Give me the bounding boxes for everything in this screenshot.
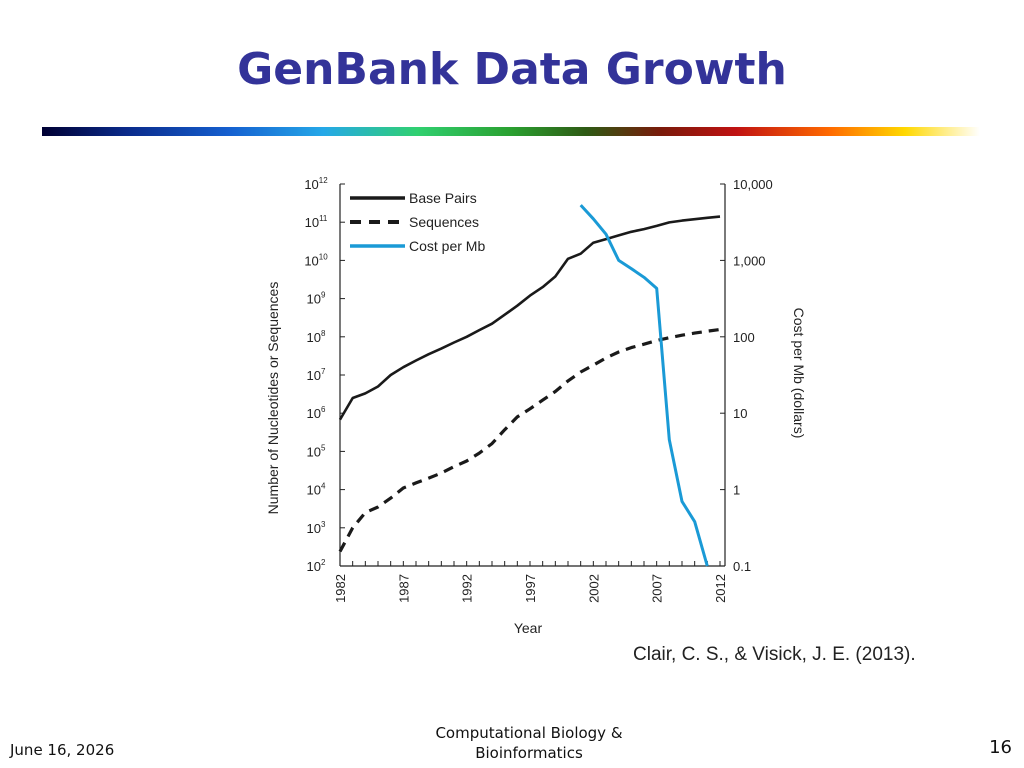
footer-course-title: Computational Biology & Bioinformatics [414,723,644,763]
genbank-chart: 102 103 104 105 106 107 108 109 1010 1011 1012 10,0… [262,168,810,638]
chart-svg: 102 103 104 105 106 107 108 109 1010 1011 1012 10,0… [265,176,807,636]
y-left-tick-label: 105 [307,443,326,459]
y-axis-right-label: Cost per Mb (dollars) [791,308,807,439]
x-tick-label: 1992 [460,574,475,603]
y-left-tick-label: 102 [307,558,326,574]
y-left-tick-label: 108 [307,329,326,345]
y-right-tick-label: 1,000 [733,253,766,268]
slide-title: GenBank Data Growth [237,44,787,95]
y-left-tick-label: 104 [307,482,326,498]
series-sequences [338,327,721,553]
x-tick-label: 2007 [650,574,665,603]
x-tick-label: 2002 [586,574,601,603]
y-left-tick-label: 1011 [305,214,328,230]
series-cost-per-mb [579,204,709,567]
y-left-tick-label: 109 [307,291,326,307]
x-tick-label: 1987 [396,574,411,603]
title-underline-bar [42,127,980,136]
x-tick-label: 1982 [333,574,348,603]
y-left-tick-label: 1010 [304,252,328,268]
legend-label-sequences: Sequences [409,214,479,230]
x-tick-label: 1997 [523,574,538,603]
page-number: 16 [989,737,1012,758]
lines-layer [338,204,721,567]
y-left-tick-label: 106 [307,405,326,421]
legend-label-base-pairs: Base Pairs [409,190,477,206]
footer-course-line-2: Bioinformatics [475,744,583,762]
x-tick-label: 2012 [713,574,728,603]
legend-label-cost-per-mb: Cost per Mb [409,238,485,254]
y-right-tick-label: 100 [733,330,755,345]
y-left-tick-label: 103 [307,520,326,536]
y-right-tick-label: 0.1 [733,559,751,574]
axes-layer: 102 103 104 105 106 107 108 109 1010 1011 1012 10,0… [304,176,772,603]
x-axis-label: Year [514,620,543,636]
y-axis-left-label: Number of Nucleotides or Sequences [265,282,281,515]
footer-date: June 16, 2026 [10,741,115,759]
y-left-tick-label: 107 [307,367,326,383]
citation: Clair, C. S., & Visick, J. E. (2013). [633,644,916,665]
footer-course-line-1: Computational Biology & [435,724,623,742]
legend: Base Pairs Sequences Cost per Mb [350,190,485,254]
y-right-tick-label: 10 [733,406,747,421]
y-left-tick-label: 1012 [304,176,328,192]
y-right-tick-label: 10,000 [733,177,773,192]
series-base-pairs [338,215,721,421]
y-right-tick-label: 1 [733,483,740,498]
